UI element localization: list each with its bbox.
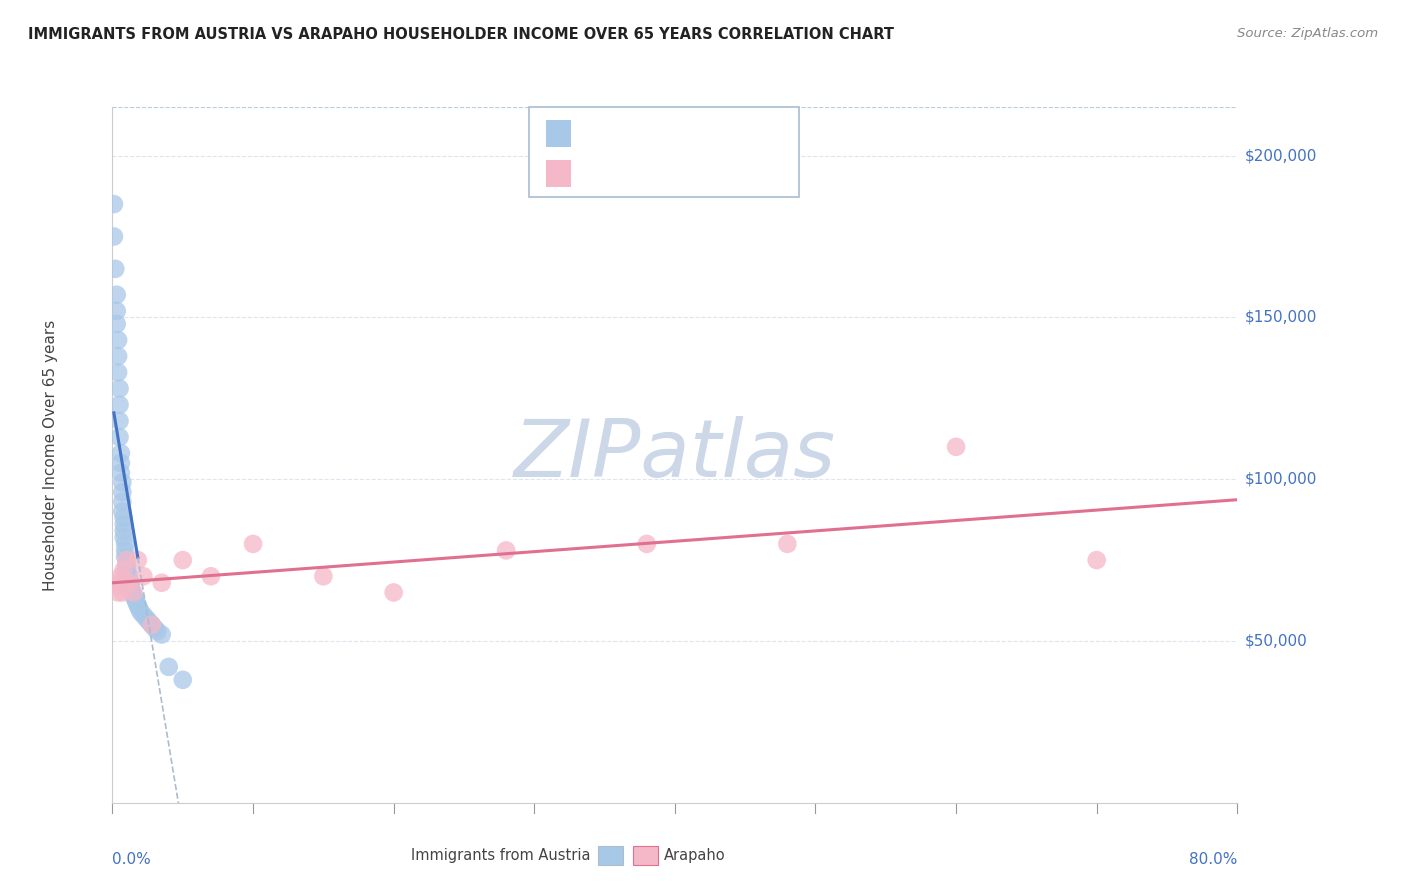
Point xyxy=(118,575,141,590)
Point xyxy=(129,605,152,619)
Point xyxy=(105,575,128,590)
Point xyxy=(122,585,145,599)
Point xyxy=(112,531,135,545)
Text: R =: R = xyxy=(582,166,616,181)
Point xyxy=(114,575,136,590)
Text: 52: 52 xyxy=(720,127,741,141)
Text: Householder Income Over 65 years: Householder Income Over 65 years xyxy=(44,319,58,591)
Point xyxy=(110,569,132,583)
Point xyxy=(112,524,135,538)
Point xyxy=(108,398,131,412)
Point xyxy=(118,573,141,587)
Point xyxy=(146,624,169,639)
Point xyxy=(117,566,139,580)
Text: $200,000: $200,000 xyxy=(1244,148,1316,163)
Point xyxy=(114,549,136,564)
Point xyxy=(128,601,150,615)
Point xyxy=(127,553,149,567)
Point xyxy=(107,349,129,363)
Point xyxy=(120,579,142,593)
Point xyxy=(115,563,138,577)
Text: $50,000: $50,000 xyxy=(1244,633,1308,648)
Point xyxy=(114,543,136,558)
Point xyxy=(111,504,134,518)
Point xyxy=(103,229,125,244)
Point xyxy=(135,611,157,625)
Point xyxy=(115,559,138,574)
Point xyxy=(312,569,335,583)
Point xyxy=(111,585,134,599)
Point xyxy=(125,595,148,609)
Point xyxy=(776,537,799,551)
Point xyxy=(495,543,517,558)
Point xyxy=(105,317,128,331)
Point xyxy=(132,608,155,623)
Point xyxy=(172,553,194,567)
Point xyxy=(108,579,131,593)
Point xyxy=(127,599,149,613)
Point xyxy=(104,261,127,276)
Point xyxy=(121,585,143,599)
Point xyxy=(111,495,134,509)
Point xyxy=(108,382,131,396)
Text: Immigrants from Austria: Immigrants from Austria xyxy=(411,848,591,863)
Point xyxy=(157,660,180,674)
Point xyxy=(112,511,135,525)
Point xyxy=(107,585,129,599)
Text: N =: N = xyxy=(681,127,724,141)
Text: Source: ZipAtlas.com: Source: ZipAtlas.com xyxy=(1237,27,1378,40)
Point xyxy=(141,617,163,632)
Point xyxy=(138,615,160,629)
Text: 24: 24 xyxy=(720,166,741,181)
Text: N =: N = xyxy=(681,166,724,181)
Point xyxy=(105,287,128,301)
Point xyxy=(108,414,131,428)
Point xyxy=(112,563,135,577)
Point xyxy=(172,673,194,687)
Point xyxy=(150,627,173,641)
Text: Arapaho: Arapaho xyxy=(664,848,725,863)
Point xyxy=(107,333,129,347)
Point xyxy=(945,440,967,454)
Point xyxy=(111,485,134,500)
Point xyxy=(118,575,141,590)
Text: 0.603: 0.603 xyxy=(617,166,665,181)
Point xyxy=(107,365,129,379)
Point xyxy=(108,430,131,444)
Point xyxy=(122,589,145,603)
Text: 80.0%: 80.0% xyxy=(1189,852,1237,866)
Point xyxy=(111,475,134,490)
Point xyxy=(114,537,136,551)
Point xyxy=(141,617,163,632)
Point xyxy=(115,557,138,571)
Point xyxy=(110,456,132,470)
Point xyxy=(124,591,146,606)
Text: R =: R = xyxy=(582,127,616,141)
Point xyxy=(115,553,138,567)
Point xyxy=(103,197,125,211)
Point xyxy=(200,569,222,583)
Point xyxy=(1085,553,1108,567)
Text: $150,000: $150,000 xyxy=(1244,310,1316,325)
Text: ZIPatlas: ZIPatlas xyxy=(513,416,837,494)
Point xyxy=(636,537,658,551)
Point xyxy=(120,582,142,597)
Text: 0.0%: 0.0% xyxy=(112,852,152,866)
Point xyxy=(382,585,405,599)
Point xyxy=(112,517,135,532)
Text: $100,000: $100,000 xyxy=(1244,472,1316,487)
Text: IMMIGRANTS FROM AUSTRIA VS ARAPAHO HOUSEHOLDER INCOME OVER 65 YEARS CORRELATION : IMMIGRANTS FROM AUSTRIA VS ARAPAHO HOUSE… xyxy=(28,27,894,42)
Point xyxy=(150,575,173,590)
Point xyxy=(242,537,264,551)
Point xyxy=(110,446,132,460)
Point xyxy=(132,569,155,583)
Point xyxy=(105,304,128,318)
Text: -0.124: -0.124 xyxy=(617,127,672,141)
Point xyxy=(110,466,132,480)
Point xyxy=(117,569,139,583)
Point xyxy=(143,621,166,635)
